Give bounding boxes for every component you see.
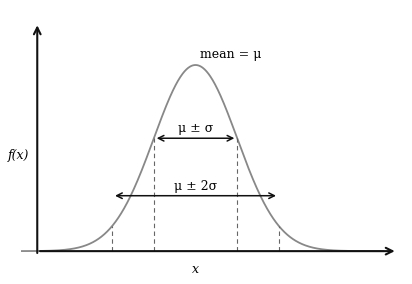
Text: mean = μ: mean = μ [200, 48, 261, 61]
Text: μ ± σ: μ ± σ [178, 122, 213, 135]
Text: f(x): f(x) [7, 149, 29, 162]
Text: x: x [192, 263, 199, 276]
Text: μ ± 2σ: μ ± 2σ [174, 180, 217, 193]
